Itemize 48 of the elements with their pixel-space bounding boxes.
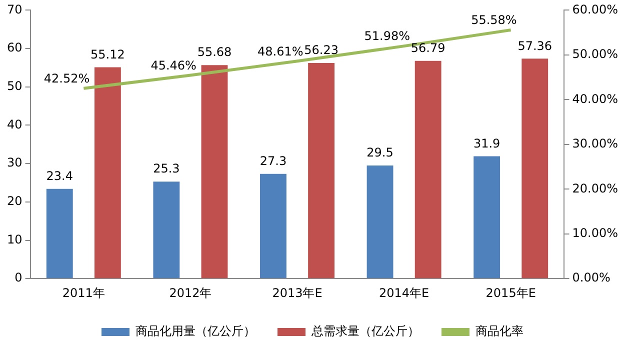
y2-tick-label: 50.00% (572, 47, 618, 62)
y-tick-label: 60 (6, 40, 22, 55)
y2-tick-label: 0.00% (572, 270, 610, 285)
data-label: 56.23 (304, 43, 338, 58)
bar (46, 188, 73, 278)
data-label: 57.36 (518, 38, 552, 53)
data-label: 29.5 (366, 146, 394, 160)
data-label: 55.68 (197, 45, 232, 60)
data-label: 23.4 (46, 169, 73, 184)
bar (260, 174, 286, 278)
legend-label: 总需求量（亿公斤） (310, 324, 420, 338)
data-label: 55.12 (90, 47, 125, 62)
bar (308, 63, 334, 278)
bar (201, 65, 228, 278)
y2-tick-label: 20.00% (572, 181, 618, 196)
y-tick-label: 70 (6, 2, 22, 16)
data-label: 31.9 (473, 136, 500, 150)
legend-label: 商品化用量（亿公斤） (136, 324, 256, 338)
y-tick-label: 30 (6, 156, 22, 170)
y-tick-label: 50 (6, 79, 22, 94)
y-tick-label: 10 (6, 232, 22, 246)
x-tick-label: 2013年E (272, 286, 322, 300)
y2-tick-label: 10.00% (572, 226, 618, 240)
bar (522, 58, 548, 278)
data-label: 25.3 (153, 162, 180, 176)
y-tick-label: 40 (6, 117, 22, 132)
y2-tick-label: 60.00% (572, 2, 618, 16)
y-tick-label: 20 (6, 194, 22, 208)
data-label: 48.61% (257, 44, 304, 58)
data-label: 56.79 (410, 40, 446, 55)
y2-tick-label: 40.00% (572, 92, 618, 106)
x-tick-label: 2012年 (169, 286, 212, 300)
data-label: 45.46% (150, 58, 196, 72)
data-label: 42.52% (44, 72, 90, 86)
y2-tick-label: 30.00% (572, 136, 618, 151)
bar (474, 156, 500, 278)
bar (414, 60, 442, 278)
y-tick-label: 0 (14, 270, 22, 285)
legend-label: 商品化率 (476, 324, 524, 338)
x-tick-label: 2011年 (62, 286, 105, 300)
data-label: 27.3 (260, 154, 287, 168)
x-tick-label: 2015年E (486, 286, 536, 300)
data-label: 55.58% (471, 13, 517, 28)
x-tick-label: 2014年E (378, 286, 430, 300)
bar (366, 165, 394, 278)
bar (94, 67, 121, 278)
bar (153, 182, 180, 278)
data-label: 51.98% (364, 29, 410, 44)
